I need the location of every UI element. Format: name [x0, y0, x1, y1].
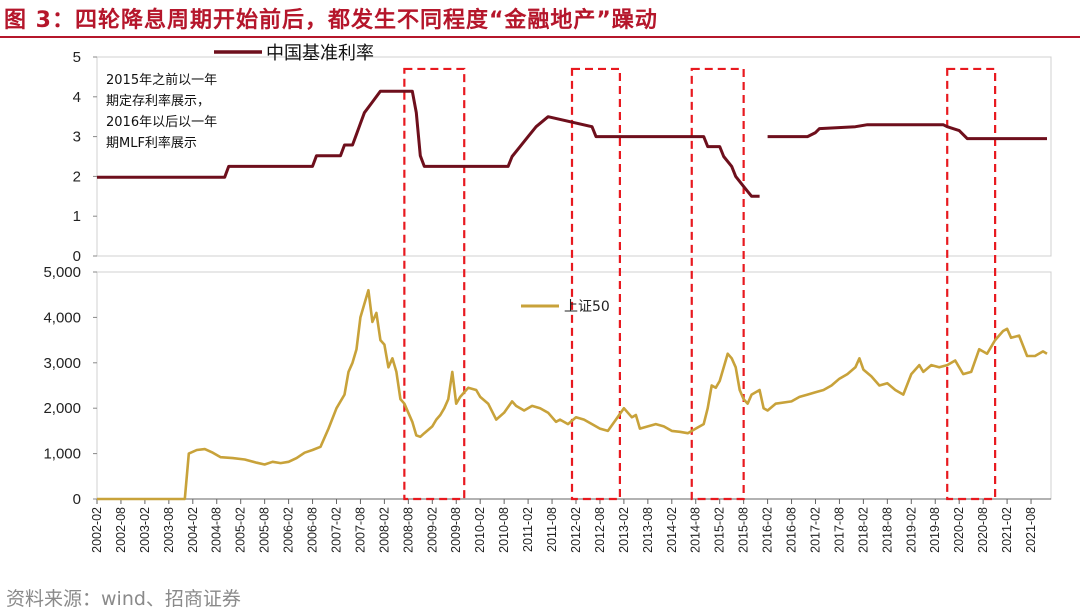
x-tick-label: 2015-08 — [737, 507, 751, 553]
index-series-line — [97, 288, 1048, 501]
index-y-axis: 0 1,000 2,000 3,000 4,000 5,000 — [43, 264, 97, 508]
x-tick-label: 2016-02 — [761, 507, 775, 553]
rate-y-axis: 0 1 2 3 4 5 — [73, 49, 97, 265]
index-y-tick-label: 0 — [73, 491, 81, 508]
x-tick-label: 2008-02 — [377, 507, 391, 553]
highlight-box — [946, 67, 997, 501]
rate-series-line — [97, 89, 1047, 198]
x-tick-label: 2011-08 — [545, 507, 559, 552]
x-tick-label: 2006-02 — [282, 507, 296, 553]
x-tick-label: 2009-08 — [449, 507, 463, 553]
x-tick-label: 2020-02 — [952, 507, 966, 553]
series-lines — [97, 89, 1048, 501]
rate-legend-label: 中国基准利率 — [266, 43, 374, 64]
x-tick-label: 2016-08 — [785, 507, 799, 553]
x-tick-label: 2021-02 — [1000, 507, 1014, 553]
x-tick-label: 2013-02 — [617, 507, 631, 553]
x-tick-label: 2019-02 — [904, 507, 918, 553]
x-tick-label: 2010-02 — [473, 507, 487, 553]
x-tick-label: 2002-08 — [114, 507, 128, 553]
x-tick-label: 2013-08 — [641, 507, 655, 553]
x-tick-label: 2012-08 — [593, 507, 607, 553]
title-divider — [0, 36, 1080, 38]
index-y-tick-label: 3,000 — [43, 355, 81, 372]
x-tick-label: 2014-08 — [689, 507, 703, 553]
index-y-tick-label: 2,000 — [43, 400, 81, 417]
x-tick-label: 2011-02 — [521, 507, 535, 552]
x-tick-label: 2007-02 — [329, 507, 343, 553]
x-tick-label: 2010-08 — [497, 507, 511, 553]
x-tick-label: 2003-08 — [162, 507, 176, 553]
x-tick-label: 2015-02 — [713, 507, 727, 553]
rate-y-tick-label: 1 — [73, 208, 81, 225]
rate-y-tick-label: 4 — [73, 89, 81, 106]
index-y-tick-label: 4,000 — [43, 309, 81, 326]
x-tick-label: 2004-08 — [210, 507, 224, 553]
x-tick-label: 2003-02 — [138, 507, 152, 553]
x-axis: 2002-02 2002-08 2003-02 2003-08 2004-02 2004-… — [90, 498, 1051, 553]
x-tick-label: 2005-08 — [258, 507, 272, 553]
note-line: 期MLF利率展示 — [106, 135, 197, 151]
x-tick-label: 2007-08 — [353, 507, 367, 553]
rate-y-tick-label: 2 — [73, 168, 81, 185]
figure-title: 图 3：四轮降息周期开始前后，都发生不同程度“金融地产”躁动 — [4, 8, 658, 33]
x-tick-label: 2017-08 — [832, 507, 846, 553]
highlight-box — [690, 67, 745, 501]
index-y-tick-label: 1,000 — [43, 446, 81, 463]
note-line: 期定存利率展示， — [106, 93, 210, 109]
highlight-boxes — [403, 67, 997, 501]
rate-panel-frame — [96, 56, 1052, 257]
highlight-box — [403, 67, 466, 501]
note-line: 2016年以后以一年 — [106, 115, 217, 130]
note-line: 2015年之前以一年 — [106, 72, 217, 88]
x-tick-label: 2006-08 — [306, 507, 320, 553]
source-note: 资料来源：wind、招商证券 — [6, 588, 241, 610]
x-tick-label: 2008-08 — [401, 507, 415, 553]
rate-y-tick-label: 3 — [73, 129, 81, 146]
x-tick-label: 2002-02 — [90, 507, 104, 553]
rate-y-tick-label: 0 — [73, 248, 81, 265]
highlight-box — [570, 67, 622, 501]
x-tick-label: 2012-02 — [569, 507, 583, 553]
x-tick-label: 2018-02 — [856, 507, 870, 553]
x-tick-label: 2014-02 — [665, 507, 679, 553]
index-legend-label: 上证50 — [564, 299, 610, 315]
chart-area: 0 1 2 3 4 5 0 1,000 2,000 3,000 4,000 5,000 2002-0… — [43, 43, 1052, 553]
rate-y-tick-label: 5 — [73, 49, 81, 66]
x-tick-label: 2005-02 — [234, 507, 248, 553]
x-tick-label: 2019-08 — [928, 507, 942, 553]
x-tick-label: 2017-02 — [808, 507, 822, 553]
x-tick-label: 2004-02 — [186, 507, 200, 553]
x-tick-label: 2020-08 — [976, 507, 990, 553]
x-tick-label: 2009-02 — [425, 507, 439, 553]
index-y-tick-label: 5,000 — [43, 264, 81, 281]
x-tick-label: 2018-08 — [880, 507, 894, 553]
x-tick-label: 2021-08 — [1024, 507, 1038, 553]
